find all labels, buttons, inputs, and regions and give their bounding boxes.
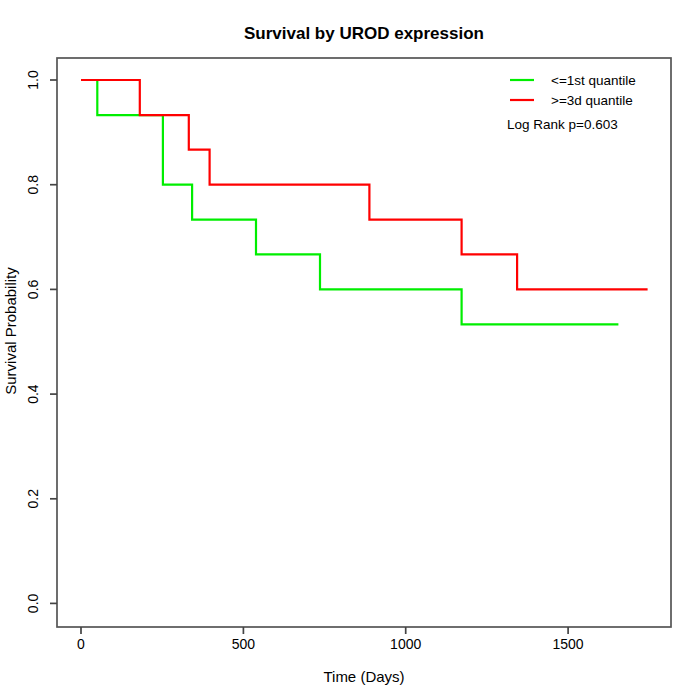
x-tick-label: 1000: [390, 636, 421, 652]
x-tick-label: 0: [77, 636, 85, 652]
y-tick-label: 0.6: [25, 279, 41, 299]
legend-swatches: [510, 80, 534, 100]
x-tick-label: 1500: [553, 636, 584, 652]
legend-label-first-quantile: <=1st quantile: [551, 73, 636, 88]
y-tick-label: 0.2: [25, 489, 41, 509]
y-axis-ticks: 0.0 0.2 0.4 0.6 0.8 1.0: [25, 70, 57, 613]
y-tick-label: 0.4: [25, 384, 41, 404]
y-tick-label: 0.8: [25, 175, 41, 195]
y-tick-label: 0.0: [25, 593, 41, 613]
x-tick-label: 500: [232, 636, 256, 652]
survival-plot-figure: 0 500 1000 1500 0.0 0.2 0.4 0.6 0.8 1.0 Survival…: [0, 0, 700, 700]
x-axis-ticks: 0 500 1000 1500: [77, 627, 584, 652]
y-axis-label: Survival Probability: [2, 267, 19, 395]
survival-chart: 0 500 1000 1500 0.0 0.2 0.4 0.6 0.8 1.0 Survival…: [0, 0, 700, 700]
legend-label-third-quantile: >=3d quantile: [551, 93, 633, 108]
plot-box: [57, 58, 671, 627]
x-axis-label: Time (Days): [323, 668, 404, 685]
chart-title: Survival by UROD expression: [244, 24, 484, 43]
y-tick-label: 1.0: [25, 70, 41, 90]
log-rank-annotation: Log Rank p=0.603: [507, 117, 618, 132]
